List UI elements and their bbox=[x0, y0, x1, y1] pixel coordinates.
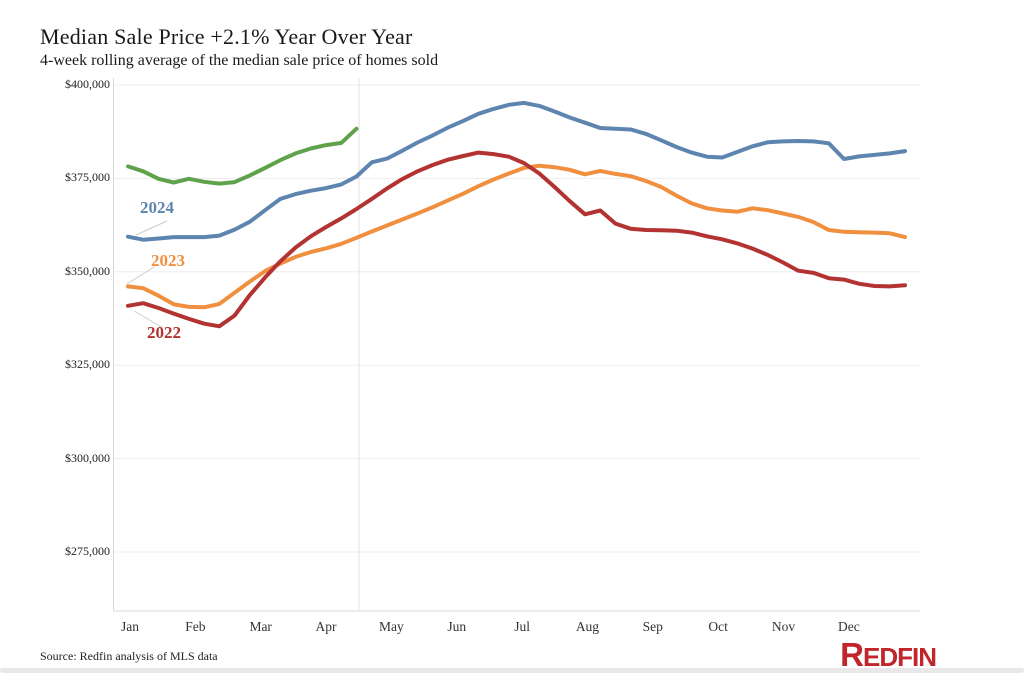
x-axis-tick-label: Oct bbox=[708, 619, 728, 634]
year-label-2024: 2024 bbox=[140, 198, 174, 217]
x-axis-tick-label: Dec bbox=[837, 619, 860, 634]
x-axis-tick-label: Jun bbox=[447, 619, 467, 634]
y-axis-tick-label: $400,000 bbox=[65, 77, 110, 91]
series-line-2023[interactable] bbox=[126, 163, 907, 310]
chart-title: Median Sale Price +2.1% Year Over Year bbox=[40, 24, 413, 49]
series-line-2022[interactable] bbox=[126, 150, 907, 329]
series-line-2024[interactable] bbox=[126, 100, 907, 242]
y-axis-tick-label: $325,000 bbox=[65, 357, 110, 372]
x-axis-tick-label: Nov bbox=[771, 619, 796, 634]
series-line-2025[interactable] bbox=[126, 126, 359, 186]
x-axis-tick-label: Aug bbox=[575, 619, 600, 634]
source-note: Source: Redfin analysis of MLS data bbox=[40, 649, 218, 663]
y-axis-tick-label: $275,000 bbox=[65, 544, 110, 558]
x-axis-tick-label: Sep bbox=[642, 619, 663, 634]
x-axis-tick-label: Apr bbox=[315, 619, 337, 634]
label-leader-line bbox=[133, 310, 164, 329]
chart-subtitle: 4-week rolling average of the median sal… bbox=[40, 52, 439, 69]
label-leader-line bbox=[135, 220, 168, 236]
year-label-2023: 2023 bbox=[151, 251, 185, 270]
y-axis-tick-label: $300,000 bbox=[65, 450, 110, 465]
x-axis-tick-label: Mar bbox=[249, 619, 272, 634]
label-leader-line bbox=[126, 266, 155, 285]
year-label-2022: 2022 bbox=[147, 323, 181, 342]
x-axis-tick-label: Jan bbox=[121, 619, 139, 634]
x-axis-tick-label: May bbox=[379, 619, 404, 634]
y-axis-tick-label: $375,000 bbox=[65, 170, 110, 185]
x-axis-tick-label: Jul bbox=[514, 619, 530, 634]
horizontal-scrollbar[interactable] bbox=[0, 668, 1024, 673]
x-axis-tick-label: Feb bbox=[185, 619, 206, 634]
y-axis-tick-label: $350,000 bbox=[65, 263, 110, 278]
redfin-logo: R EDFIN bbox=[840, 636, 937, 673]
redfin-logo-rest: EDFIN bbox=[863, 642, 937, 672]
redfin-logo-first-letter: R bbox=[840, 636, 864, 673]
